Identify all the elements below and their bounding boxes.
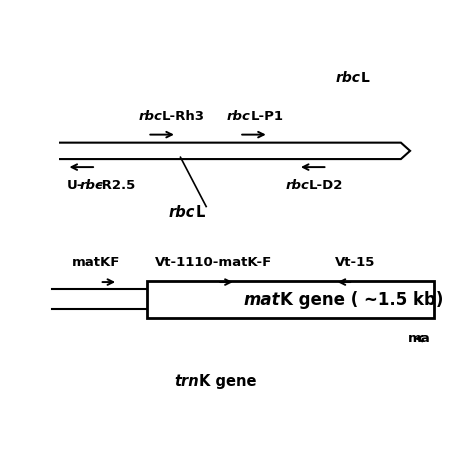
Text: L: L xyxy=(360,72,369,85)
Text: -R2.5: -R2.5 xyxy=(97,179,136,192)
Text: K gene: K gene xyxy=(199,374,256,389)
Text: K gene ( ~1.5 kb): K gene ( ~1.5 kb) xyxy=(280,291,443,309)
Text: Vt-15: Vt-15 xyxy=(335,255,375,269)
Text: L-P1: L-P1 xyxy=(250,109,283,123)
Text: L-Rh3: L-Rh3 xyxy=(162,109,205,123)
Bar xyxy=(147,282,434,318)
Text: L: L xyxy=(195,205,205,219)
Text: U-: U- xyxy=(66,179,83,192)
Text: trn: trn xyxy=(174,374,199,389)
Text: rbc: rbc xyxy=(80,179,103,192)
Text: rbc: rbc xyxy=(138,109,162,123)
Text: mat: mat xyxy=(243,291,280,309)
Text: rbc: rbc xyxy=(227,109,250,123)
Polygon shape xyxy=(52,143,410,159)
Text: matKF: matKF xyxy=(72,255,120,269)
Text: rbc: rbc xyxy=(285,179,309,192)
Text: rbc: rbc xyxy=(169,205,195,219)
Text: rbc: rbc xyxy=(336,72,360,85)
Text: Vt-1110-matK-F: Vt-1110-matK-F xyxy=(155,255,272,269)
Text: ma: ma xyxy=(408,332,431,346)
Text: L-D2: L-D2 xyxy=(309,179,344,192)
